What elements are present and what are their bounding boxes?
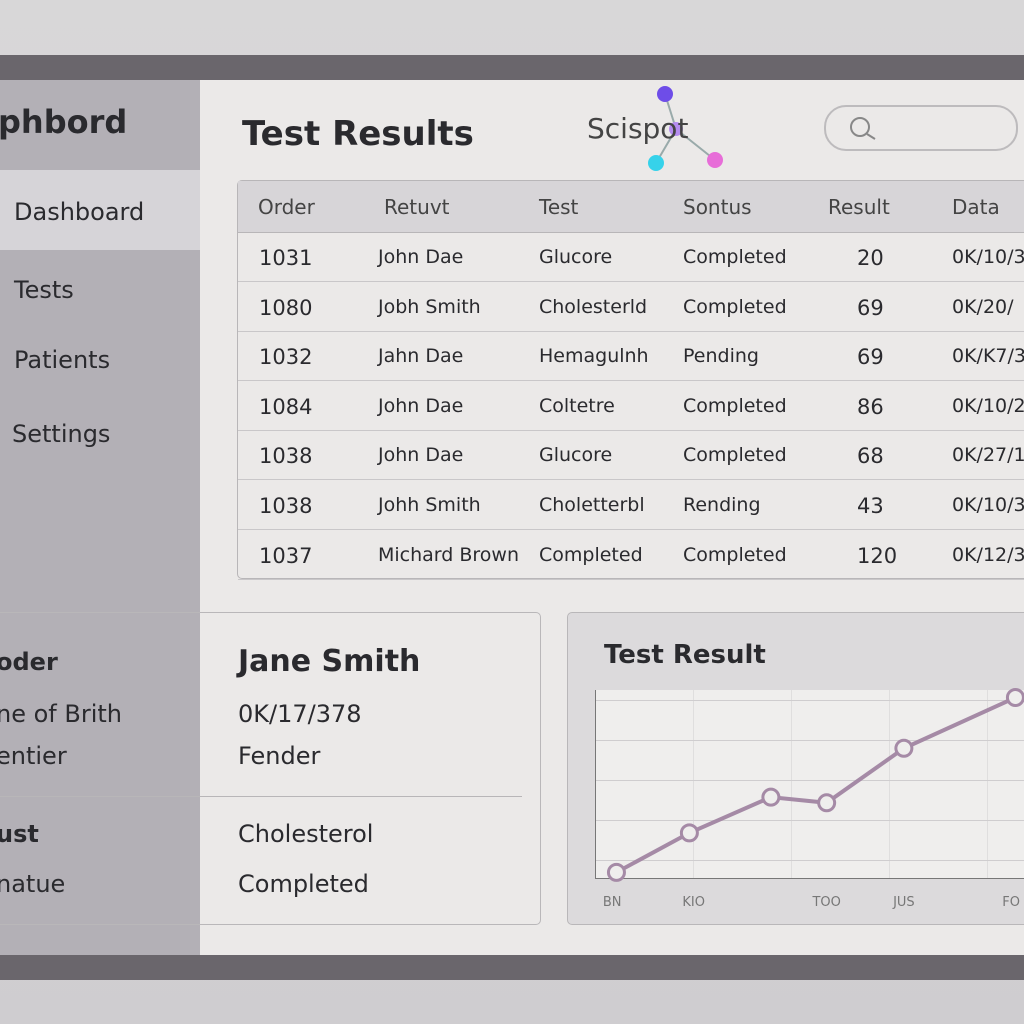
table-cell: John Dae bbox=[378, 444, 464, 467]
search-icon bbox=[850, 117, 876, 140]
table bbox=[237, 180, 1024, 579]
table-cell: Jobh Smith bbox=[378, 295, 481, 318]
detail-value: Fender bbox=[238, 742, 321, 770]
line bbox=[615, 695, 1017, 875]
chart-title: Test Result bbox=[604, 640, 766, 670]
point bbox=[1005, 688, 1024, 708]
table-cell: Jahn Dae bbox=[378, 345, 464, 368]
table-cell: Michard Brown bbox=[378, 543, 520, 566]
table-cell: 20 bbox=[857, 246, 884, 270]
nav-item[interactable]: Tests bbox=[14, 276, 74, 304]
table-cell: 69 bbox=[857, 295, 884, 320]
table-cell: Rending bbox=[683, 494, 761, 516]
x-tick-label: BN bbox=[603, 895, 622, 910]
column-header: Result bbox=[828, 195, 890, 219]
table-cell: 0K/10/3 bbox=[952, 494, 1024, 516]
table-cell: 69 bbox=[857, 345, 884, 370]
detail-value: Jane Smith bbox=[238, 644, 421, 679]
table-cell: 0K/12/3 bbox=[952, 543, 1024, 566]
table-cell: 86 bbox=[857, 394, 884, 419]
table-cell: Completed bbox=[683, 394, 787, 417]
table-cell: 0K/10/2 bbox=[952, 394, 1024, 417]
table-cell: Choletterbl bbox=[539, 494, 645, 516]
table-cell: 1038 bbox=[259, 494, 313, 518]
nav-item[interactable]: Settings bbox=[12, 420, 111, 448]
column-header: Sontus bbox=[683, 195, 752, 219]
table-cell: 0K/27/1 bbox=[952, 444, 1024, 467]
detail-label: oder bbox=[0, 648, 58, 676]
table-row bbox=[238, 480, 1024, 530]
logo-icon bbox=[648, 86, 723, 171]
page-title: Test Results bbox=[242, 114, 474, 154]
table-cell: John Dae bbox=[378, 394, 464, 417]
table-cell: Completed bbox=[683, 543, 787, 566]
nav-item[interactable]: Dashboard bbox=[14, 198, 145, 226]
divider bbox=[0, 796, 522, 797]
table-row bbox=[238, 232, 1024, 282]
table-header bbox=[238, 181, 1024, 233]
table-row bbox=[238, 282, 1024, 332]
search-box[interactable] bbox=[824, 105, 1018, 151]
table-cell: 0K/20/ bbox=[952, 295, 1014, 318]
table-cell: Coltetre bbox=[539, 394, 615, 417]
x-tick-label: FO bbox=[1002, 895, 1020, 910]
detail-label: ust bbox=[0, 820, 39, 848]
table-cell: Cholesterld bbox=[539, 295, 648, 318]
table-cell: Hemagulnh bbox=[539, 345, 649, 368]
table-cell: 1038 bbox=[259, 444, 313, 469]
column-header: Data bbox=[952, 195, 1000, 219]
detail-label: natue bbox=[0, 870, 66, 898]
table-cell: Glucore bbox=[539, 246, 613, 268]
x-tick-label: KIO bbox=[682, 895, 705, 910]
detail-label: entier bbox=[0, 742, 67, 770]
table-cell: Completed bbox=[539, 543, 643, 566]
detail-value: 0K/17/378 bbox=[238, 700, 362, 728]
point bbox=[679, 823, 699, 843]
detail-value: Completed bbox=[238, 870, 369, 898]
table-row bbox=[238, 430, 1024, 481]
nav-item[interactable]: Patients bbox=[14, 346, 111, 374]
table-cell: Pending bbox=[683, 345, 759, 368]
x-tick-label: TOO bbox=[811, 895, 840, 910]
table-cell: 1032 bbox=[259, 345, 313, 370]
table-cell: Glucore bbox=[539, 444, 613, 467]
table-row bbox=[238, 381, 1024, 431]
column-header: Test bbox=[539, 195, 579, 219]
detail-label: ne of Brith bbox=[0, 700, 122, 728]
table-row bbox=[238, 530, 1024, 580]
table-cell: Johh Smith bbox=[378, 494, 481, 516]
table-row bbox=[238, 331, 1024, 382]
table-cell: 0K/K7/3 bbox=[952, 345, 1024, 368]
table-cell: Completed bbox=[683, 295, 787, 318]
table-cell: 1037 bbox=[259, 543, 313, 568]
detail-value: Cholesterol bbox=[238, 820, 374, 848]
table-cell: 1080 bbox=[259, 295, 313, 320]
point bbox=[606, 862, 626, 882]
table-cell: 1031 bbox=[259, 246, 313, 270]
point bbox=[761, 787, 781, 807]
sidebar-title: phbord bbox=[0, 103, 128, 141]
frame-bottom bbox=[0, 955, 1024, 980]
x-tick-label: JUS bbox=[892, 895, 915, 910]
active-item-bg bbox=[0, 170, 200, 250]
table-cell: Completed bbox=[683, 246, 787, 268]
table-cell: 43 bbox=[857, 494, 884, 518]
table-cell: 1084 bbox=[259, 394, 313, 419]
point bbox=[894, 738, 914, 758]
logo-text: Scispot bbox=[587, 112, 689, 145]
column-header: Order bbox=[258, 195, 315, 219]
details-card bbox=[0, 612, 541, 925]
point bbox=[817, 793, 837, 813]
table-cell: John Dae bbox=[378, 246, 464, 268]
table-cell: 120 bbox=[857, 543, 898, 568]
table-cell: 0K/10/3 bbox=[952, 246, 1024, 268]
table-cell: 68 bbox=[857, 444, 884, 469]
column-header: Retuvt bbox=[384, 195, 450, 219]
table-cell: Completed bbox=[683, 444, 787, 467]
frame-top bbox=[0, 55, 1024, 80]
